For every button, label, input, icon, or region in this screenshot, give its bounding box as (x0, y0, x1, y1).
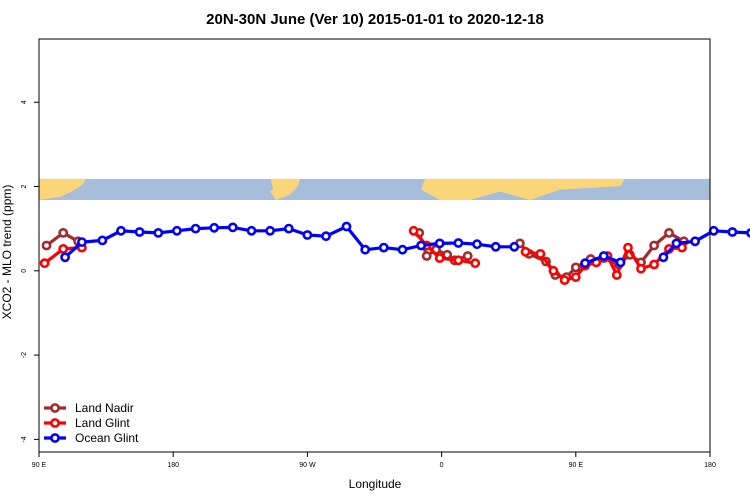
land-glint-point-12 (559, 275, 570, 285)
chart-title: 20N-30N June (Ver 10) 2015-01-01 to 2020… (206, 11, 544, 28)
y-tick-label-2: -2 (21, 352, 28, 358)
ocean-glint-point-32 (708, 225, 719, 236)
land-nadir-point-15 (570, 262, 581, 273)
ocean-glint-point-24 (490, 241, 501, 252)
ocean-glint-point-17 (360, 244, 371, 255)
legend-label-land-nadir: Land Nadir (75, 401, 134, 415)
x-tick-label-3: 90 W (299, 462, 316, 469)
ocean-glint-point-34 (746, 228, 750, 238)
land-glint-point-6 (434, 253, 445, 263)
ocean-glint-point-9 (209, 222, 220, 233)
land-glint-point-20 (649, 259, 659, 270)
land-glint-point-17 (611, 270, 622, 280)
ocean-glint-point-29 (658, 252, 669, 263)
legend-label-ocean-glint: Ocean Glint (75, 431, 139, 445)
y-axis: -4 -2 0 2 4 (21, 100, 39, 442)
x-tick-label-4: 0 (440, 462, 444, 469)
x-tick-label-2: 180 (167, 462, 179, 469)
ocean-glint-point-30 (671, 238, 682, 249)
ocean-glint-point-21 (434, 238, 445, 249)
land-glint-point-7 (453, 255, 464, 266)
ocean-glint-point-26 (580, 258, 590, 269)
y-tick-label-1: -4 (21, 436, 28, 442)
map-land-1 (39, 178, 86, 200)
ocean-glint-point-12 (265, 225, 275, 236)
ocean-glint-point-2 (77, 237, 87, 247)
plot-frame (38, 38, 711, 453)
land-nadir-point-21 (649, 240, 659, 251)
ocean-glint-point-1 (60, 252, 70, 263)
ocean-glint-point-8 (190, 223, 201, 234)
legend-label-land-glint: Land Glint (75, 416, 130, 430)
ocean-glint-point-27 (598, 251, 609, 261)
land-glint-point-4 (408, 225, 419, 236)
land-glint-point-1 (39, 258, 50, 269)
ocean-glint-point-23 (472, 239, 482, 250)
land-glint-point-2 (58, 243, 69, 254)
ocean-glint-point-3 (97, 235, 108, 246)
ocean-glint-point-18 (378, 242, 389, 253)
ocean-glint-point-15 (321, 231, 331, 242)
y-axis-label: XCO2 - MLO trend (ppm) (0, 185, 14, 320)
map-band (39, 178, 710, 200)
ocean-glint-point-22 (453, 238, 464, 248)
legend-marker-ocean-glint (50, 433, 60, 443)
x-axis: 90 E 180 90 W 0 90 E 180 (32, 452, 716, 469)
land-glint-point-9 (520, 246, 531, 257)
ocean-glint-point-7 (171, 225, 182, 236)
ocean-glint-point-14 (302, 230, 313, 240)
land-glint-point-19 (636, 263, 646, 274)
ocean-glint-point-19 (397, 244, 408, 255)
map-land-2 (270, 178, 300, 200)
ocean-glint-point-11 (246, 225, 257, 236)
y-tick-label-5: 4 (21, 100, 28, 104)
land-nadir-point-9 (462, 251, 473, 261)
land-nadir-point-22 (664, 227, 674, 238)
ocean-glint-point-16 (341, 221, 352, 232)
land-glint-point-8 (470, 258, 481, 269)
ocean-glint-point-31 (690, 236, 700, 247)
land-nadir-point-1 (41, 240, 52, 251)
land-glint-point-10 (535, 248, 546, 259)
legend-marker-land-nadir (50, 403, 60, 413)
ocean-glint-point-4 (116, 225, 126, 236)
x-tick-label-1: 90 E (32, 462, 47, 469)
x-tick-label-5: 90 E (569, 462, 584, 469)
land-glint-point-11 (548, 265, 559, 276)
ocean-glint-point-25 (509, 241, 520, 252)
legend-marker-land-glint (50, 418, 60, 428)
ocean-glint-point-13 (283, 223, 294, 234)
ocean-glint-point-33 (727, 227, 738, 237)
ocean-glint-point-28 (615, 257, 626, 268)
ocean-glint-point-20 (416, 240, 426, 251)
land-nadir-point-5 (421, 251, 432, 261)
land-glint-point-18 (623, 242, 633, 253)
land-nadir-point-2 (58, 227, 69, 238)
y-tick-label-3: 0 (21, 269, 28, 273)
land-glint-point-13 (570, 272, 581, 282)
x-tick-label-6: 180 (704, 462, 716, 469)
ocean-glint-point-5 (134, 227, 145, 237)
y-tick-label-4: 2 (21, 184, 28, 188)
ocean-glint-point-6 (153, 227, 164, 238)
ocean-glint-point-10 (227, 222, 238, 233)
x-axis-label: Longitude (349, 477, 402, 491)
series-layer (39, 221, 750, 285)
map-land-3 (421, 178, 625, 200)
